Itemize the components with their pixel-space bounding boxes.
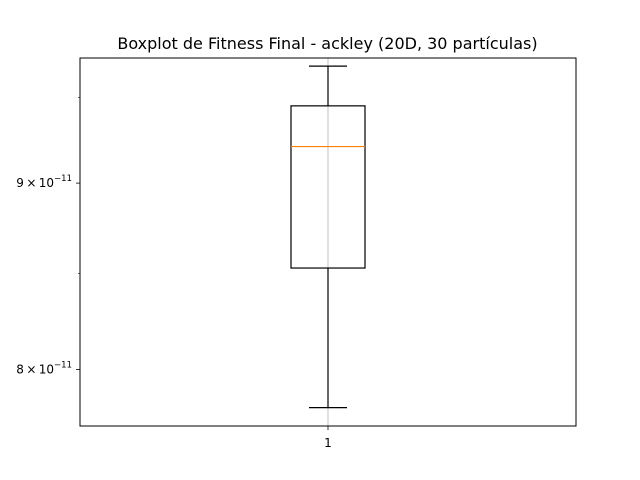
x-tick-label: 1	[324, 436, 332, 450]
y-tick-label: 9 × 10−11	[16, 174, 72, 190]
y-tick-mantissa: 8 × 10	[16, 363, 54, 377]
y-tick-label: 8 × 10−11	[16, 361, 72, 377]
y-tick-mantissa: 9 × 10	[16, 176, 54, 190]
chart-title: Boxplot de Fitness Final - ackley (20D, …	[117, 34, 537, 53]
plot-area: 18 × 10−119 × 10−11	[16, 57, 577, 450]
box-iqr	[290, 105, 366, 269]
y-tick-exponent: −11	[54, 361, 72, 371]
y-tick-exponent: −11	[54, 174, 72, 184]
